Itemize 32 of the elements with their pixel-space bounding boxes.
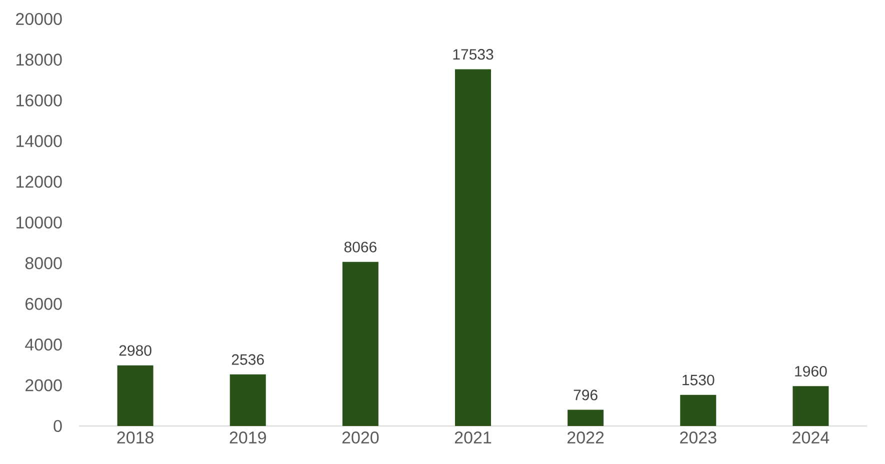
bar: [792, 386, 829, 426]
bar: [680, 394, 716, 426]
data-label: 2980: [119, 345, 152, 356]
data-label: 1530: [682, 374, 714, 386]
bar: [230, 374, 266, 426]
x-tick-label: 2022: [568, 432, 604, 444]
x-tick-label: 2024: [792, 432, 830, 444]
data-label: 796: [574, 390, 598, 400]
bar: [342, 262, 378, 426]
data-label: 1960: [795, 366, 827, 377]
y-tick-label: 6000: [26, 298, 62, 310]
data-label: 17533: [453, 49, 494, 60]
x-tick-label: 2018: [117, 432, 154, 444]
x-tick-label: 2021: [454, 432, 492, 444]
y-tick-label: 18000: [16, 54, 62, 66]
y-tick-label: 14000: [16, 135, 62, 148]
bar: [117, 365, 154, 426]
bar: [455, 69, 492, 426]
y-tick-label: 20000: [16, 12, 62, 26]
y-tick-label: 2000: [26, 379, 62, 392]
y-tick-label: 16000: [16, 94, 62, 106]
bar: [568, 410, 604, 426]
x-tick-label: 2019: [230, 432, 266, 444]
x-tick-label: 2020: [342, 432, 379, 444]
x-tick-label: 2023: [680, 432, 716, 444]
y-tick-label: 10000: [16, 216, 62, 229]
data-label: 2536: [232, 354, 264, 365]
data-label: 8066: [344, 242, 376, 252]
y-tick-label: 0: [54, 420, 62, 432]
y-tick-label: 4000: [25, 338, 62, 351]
y-tick-label: 8000: [25, 257, 62, 270]
y-tick-label: 12000: [16, 176, 62, 188]
